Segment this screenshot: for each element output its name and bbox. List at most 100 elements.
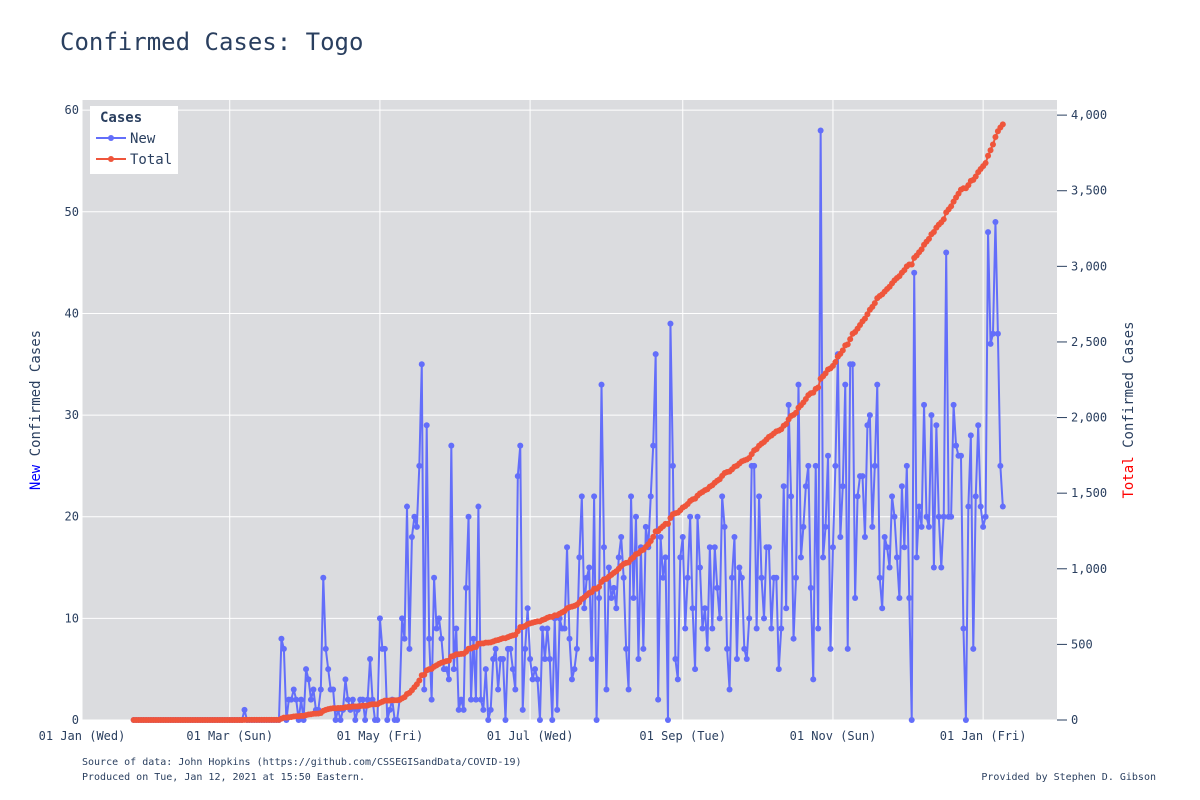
data-point-new	[817, 127, 824, 134]
data-point-new	[325, 666, 332, 673]
data-point-new	[716, 615, 723, 622]
data-point-new	[967, 432, 974, 439]
data-point-new	[288, 696, 295, 703]
data-point-new	[628, 493, 635, 500]
data-point-total	[948, 203, 955, 210]
data-point-new	[566, 635, 573, 642]
data-point-new	[992, 218, 999, 225]
data-point-new	[605, 564, 612, 571]
data-point-new	[359, 696, 366, 703]
data-point-total	[783, 421, 790, 428]
x-tick-label: 01 Jan (Wed)	[39, 729, 126, 743]
data-point-new	[615, 554, 622, 561]
data-point-new	[928, 412, 935, 419]
data-point-total	[861, 315, 868, 322]
data-point-new	[741, 645, 748, 652]
data-point-new	[901, 544, 908, 551]
data-point-new	[704, 645, 711, 652]
data-point-new	[864, 422, 871, 429]
y-axis-right-title-prefix: Total	[1121, 456, 1137, 498]
data-point-new	[384, 717, 391, 723]
x-tick-label: 01 May (Fri)	[337, 729, 424, 743]
data-point-new	[997, 462, 1004, 469]
data-point-new	[721, 523, 728, 530]
data-point-new	[751, 462, 758, 469]
data-point-new	[650, 442, 657, 449]
data-point-new	[711, 544, 718, 551]
data-point-new	[921, 401, 928, 408]
data-point-new	[472, 696, 479, 703]
data-point-new	[561, 625, 568, 632]
data-point-new	[596, 595, 603, 602]
data-point-new	[957, 452, 964, 459]
data-point-new	[837, 534, 844, 541]
legend-label-total: Total	[130, 152, 172, 168]
data-point-new	[852, 595, 859, 602]
data-point-new	[428, 696, 435, 703]
data-point-new	[679, 534, 686, 541]
data-point-new	[793, 574, 800, 581]
series-layer	[130, 121, 1006, 723]
legend-marker-total	[108, 156, 114, 162]
data-point-new	[889, 493, 896, 500]
data-point-total	[908, 261, 915, 268]
data-point-new	[783, 605, 790, 612]
data-point-new	[495, 686, 502, 693]
data-point-new	[475, 503, 482, 510]
data-point-new	[662, 554, 669, 561]
data-point-new	[320, 574, 327, 581]
data-point-new	[980, 523, 987, 530]
data-point-new	[632, 513, 639, 520]
data-point-new	[583, 574, 590, 581]
data-point-new	[815, 625, 822, 632]
data-point-new	[768, 625, 775, 632]
data-point-new	[500, 656, 507, 663]
y-right-tick-label: 3,500	[1071, 184, 1107, 198]
data-point-new	[738, 574, 745, 581]
data-point-new	[743, 656, 750, 663]
data-point-new	[780, 483, 787, 490]
legend[interactable]: Cases New Total	[90, 106, 178, 174]
data-point-total	[982, 160, 989, 167]
y-right-tick-label: 1,000	[1071, 562, 1107, 576]
data-point-new	[682, 625, 689, 632]
data-point-new	[436, 615, 443, 622]
data-point-new	[758, 574, 765, 581]
data-point-new	[367, 656, 374, 663]
data-point-new	[802, 483, 809, 490]
data-point-new	[536, 717, 543, 723]
data-point-new	[376, 615, 383, 622]
data-point-new	[490, 656, 497, 663]
data-point-new	[674, 676, 681, 683]
data-point-new	[908, 717, 915, 723]
data-point-new	[660, 574, 667, 581]
legend-item-new[interactable]: New	[96, 131, 156, 147]
data-point-new	[401, 635, 408, 642]
data-point-new	[940, 513, 947, 520]
data-point-new	[519, 706, 526, 713]
data-point-new	[839, 483, 846, 490]
data-point-new	[812, 462, 819, 469]
data-point-new	[642, 523, 649, 530]
data-point-new	[344, 696, 351, 703]
data-point-new	[463, 584, 470, 591]
data-point-new	[785, 401, 792, 408]
data-point-new	[962, 717, 969, 723]
legend-item-total[interactable]: Total	[96, 152, 172, 168]
data-point-new	[512, 686, 519, 693]
data-point-total	[992, 134, 999, 141]
data-point-new	[672, 656, 679, 663]
data-point-new	[549, 717, 556, 723]
data-point-new	[406, 645, 413, 652]
data-point-new	[623, 645, 630, 652]
data-point-new	[455, 706, 462, 713]
data-point-new	[731, 534, 738, 541]
data-point-new	[399, 615, 406, 622]
data-point-new	[977, 503, 984, 510]
data-point-new	[433, 625, 440, 632]
data-point-new	[903, 462, 910, 469]
data-point-new	[610, 584, 617, 591]
x-tick-label: 01 Jul (Wed)	[487, 729, 574, 743]
data-point-new	[534, 676, 541, 683]
